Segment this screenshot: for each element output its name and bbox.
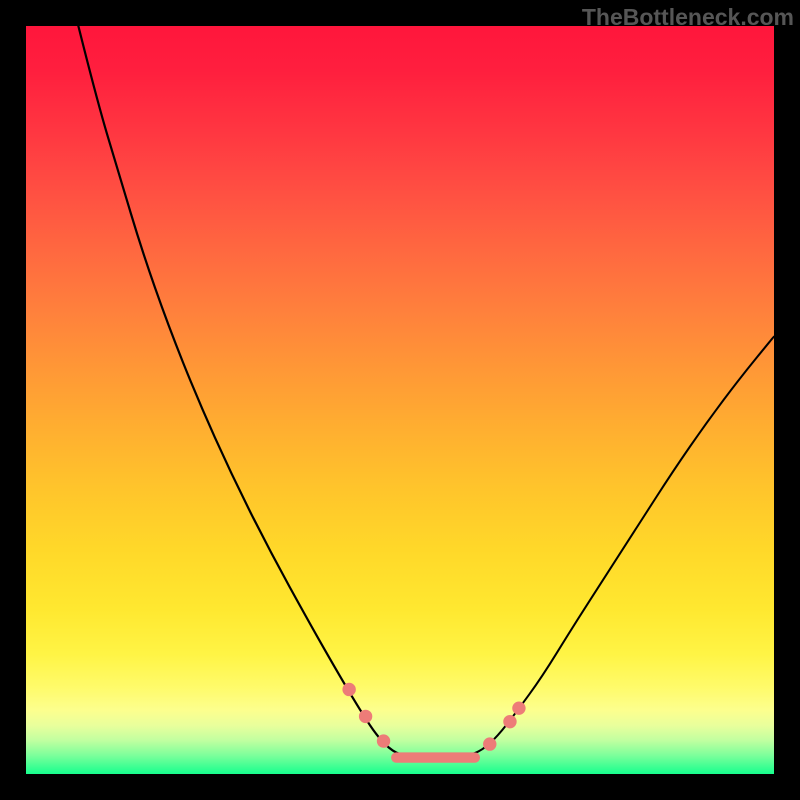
marker-point-4 — [504, 715, 516, 727]
chart-background — [26, 26, 774, 774]
marker-bottom-bar — [391, 752, 480, 762]
marker-point-3 — [484, 738, 496, 750]
marker-point-2 — [377, 735, 389, 747]
chart-svg — [26, 26, 774, 774]
marker-point-5 — [513, 702, 525, 714]
chart-plot-area — [26, 26, 774, 774]
marker-point-0 — [343, 683, 355, 695]
watermark-text: TheBottleneck.com — [582, 4, 794, 31]
marker-point-1 — [359, 710, 371, 722]
